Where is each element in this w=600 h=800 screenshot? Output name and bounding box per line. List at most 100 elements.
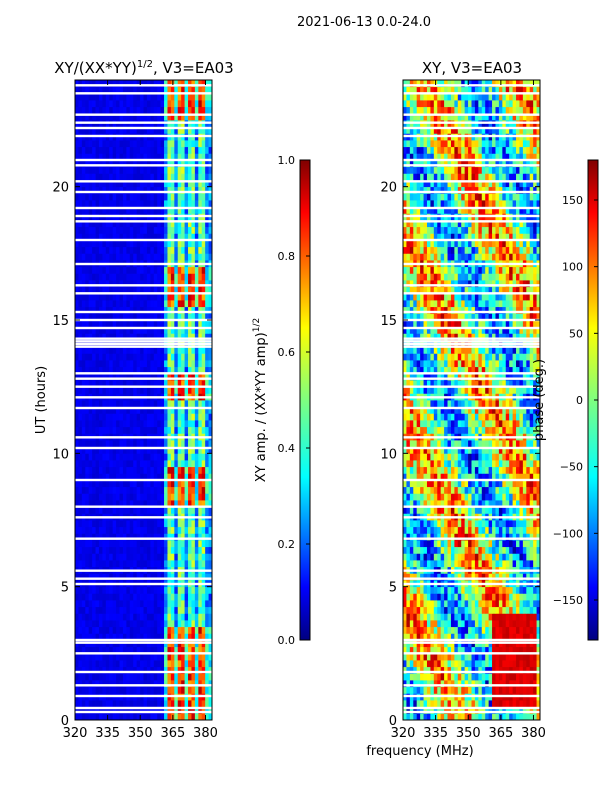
amp-cell (198, 546, 203, 554)
amp-cell (85, 600, 90, 608)
amp-cell (170, 440, 175, 448)
amp-cell (160, 593, 165, 601)
amp-cell (188, 220, 192, 228)
phase-cell (423, 620, 428, 628)
phase-cell (478, 653, 483, 661)
amp-cell (150, 493, 155, 501)
amp-cell (102, 706, 107, 714)
amp-cell (198, 400, 203, 408)
amp-cell (75, 353, 79, 361)
amp-cell (88, 206, 93, 214)
phase-cell (498, 560, 503, 568)
phase-cell (488, 660, 493, 668)
amp-cell (126, 453, 131, 461)
amp-cell (167, 373, 172, 381)
amp-cell (146, 553, 151, 561)
amp-cell (194, 360, 199, 368)
amp-cell (160, 546, 165, 554)
amp-cell (164, 173, 168, 181)
amp-cell (102, 353, 107, 361)
amp-cell (164, 360, 168, 368)
phase-cell (509, 700, 513, 708)
phase-cell (474, 606, 479, 614)
amp-cell (75, 226, 79, 234)
amp-cell (85, 506, 90, 514)
amp-cell (109, 706, 114, 714)
amp-cell (157, 413, 162, 421)
amp-cell (126, 560, 131, 568)
amp-cell (194, 113, 199, 121)
amp-cell (112, 93, 117, 101)
amp-cell (75, 326, 79, 334)
amp-cell (109, 680, 114, 688)
amp-cell (122, 666, 127, 674)
amp-cell (170, 480, 175, 488)
amp-cell (129, 313, 134, 321)
amp-cell (126, 306, 131, 314)
phase-cell (485, 560, 490, 568)
flagged-row (75, 505, 212, 508)
amp-cell (143, 533, 148, 541)
amp-cell (150, 226, 155, 234)
amp-cell (140, 113, 144, 121)
amp-cell (95, 706, 100, 714)
phase-cell (526, 646, 531, 654)
phase-cell (492, 620, 496, 628)
amp-cell (177, 100, 182, 108)
amp-cell (140, 446, 144, 454)
amp-cell (143, 113, 148, 121)
amp-cell (95, 333, 100, 341)
amp-cell (188, 680, 192, 688)
amp-cell (170, 666, 175, 674)
amp-cell (177, 646, 182, 654)
phase-cell (478, 600, 483, 608)
flagged-row (75, 577, 212, 580)
phase-cell (522, 680, 527, 688)
amp-cell (153, 606, 158, 614)
amp-cell (116, 453, 120, 461)
amp-cell (177, 273, 182, 281)
phase-cell (516, 573, 520, 581)
x-tick-label: 335 (95, 726, 120, 741)
amp-cell (133, 126, 138, 134)
phase-cell (519, 626, 524, 634)
amp-cell (85, 706, 90, 714)
amp-cell (95, 353, 100, 361)
amp-cell (140, 186, 144, 194)
amp-cell (208, 366, 212, 374)
amp-cell (102, 246, 107, 254)
amp-cell (184, 626, 189, 634)
phase-cell (409, 686, 414, 694)
amp-cell (146, 420, 151, 428)
amp-cell (81, 666, 86, 674)
amp-cell (164, 560, 168, 568)
phase-cell (464, 713, 469, 720)
phase-cell (450, 546, 455, 554)
amp-cell (140, 380, 144, 388)
amp-cell (174, 226, 179, 234)
amp-cell (109, 180, 114, 188)
phase-cell (509, 573, 513, 581)
amp-cell (109, 500, 114, 508)
amp-cell (160, 706, 165, 714)
amp-cell (133, 193, 138, 201)
amp-cell (140, 226, 144, 234)
phase-cell (512, 680, 517, 688)
phase-cell (420, 633, 424, 641)
amp-cell (184, 146, 189, 154)
amp-cell (150, 353, 155, 361)
amp-cell (136, 520, 141, 528)
amp-cell (129, 226, 134, 234)
amp-cell (133, 80, 138, 88)
amp-cell (102, 220, 107, 228)
amp-cell (177, 380, 182, 388)
phase-cell (495, 620, 500, 628)
amp-cell (98, 613, 103, 621)
amp-cell (98, 313, 103, 321)
amp-cell (78, 80, 83, 88)
amp-cell (208, 706, 212, 714)
amp-cell (116, 460, 120, 468)
phase-cell (495, 606, 500, 614)
amp-cell (160, 653, 165, 661)
amp-cell (88, 500, 93, 508)
